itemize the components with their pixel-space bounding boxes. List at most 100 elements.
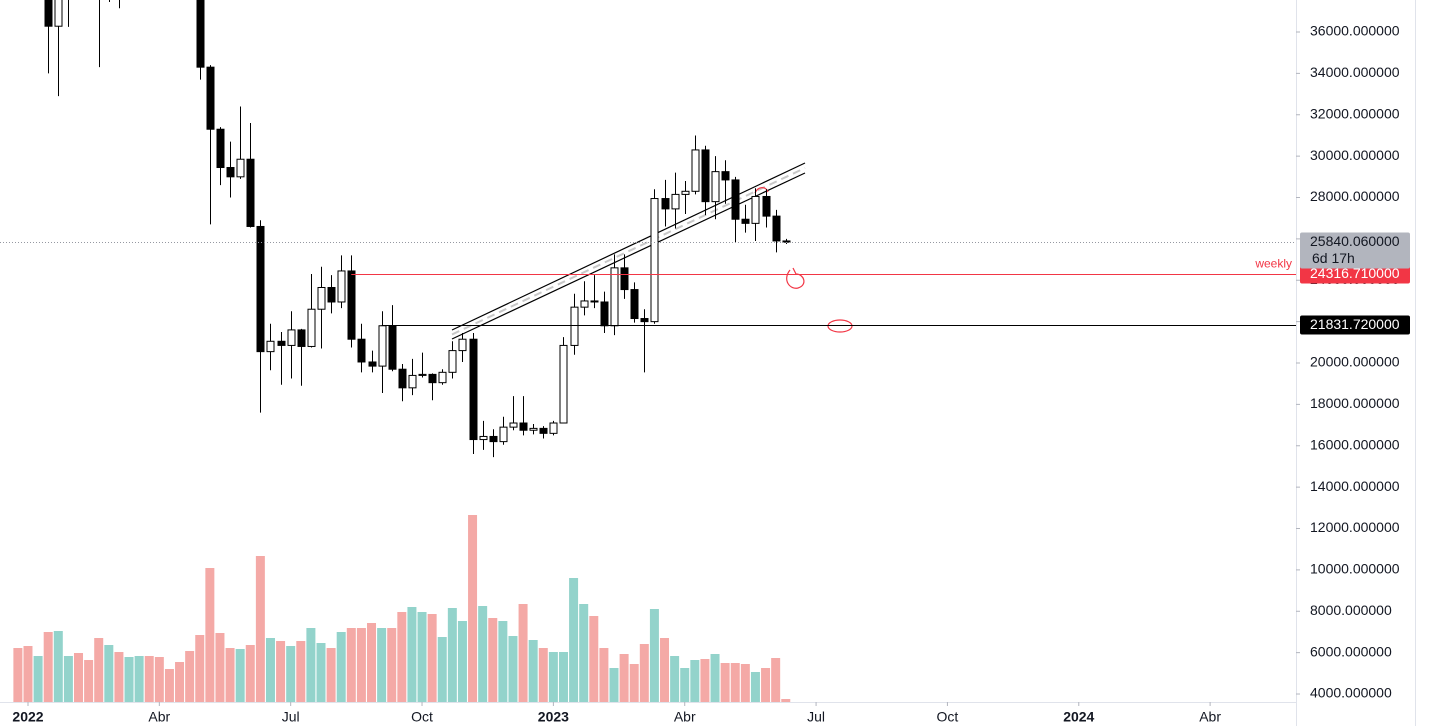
volume-bar: [33, 656, 43, 702]
candle-body: [772, 215, 781, 242]
candle-body: [206, 66, 215, 130]
volume-bar: [690, 660, 700, 702]
candle-body: [711, 171, 720, 203]
volume-bar: [740, 664, 750, 702]
candle-body: [378, 325, 387, 367]
candle-body: [398, 368, 407, 389]
volume-bar: [114, 652, 124, 702]
last-price-label: 25840.060000: [1310, 233, 1400, 249]
volume-bar: [447, 608, 457, 702]
volume-bar: [23, 646, 33, 702]
volume-bar: [356, 628, 366, 702]
y-tick-label: 12000.000000: [1310, 519, 1400, 535]
candle-body: [559, 344, 568, 424]
trend-channel: [451, 162, 806, 340]
volume-bar: [195, 635, 205, 702]
volume-bar: [235, 649, 245, 702]
candle-body: [368, 361, 377, 367]
volume-bar: [508, 636, 518, 702]
candle-body: [347, 270, 356, 340]
candle-body: [469, 338, 478, 441]
volume-bar: [619, 654, 629, 702]
volume-bar: [74, 653, 84, 702]
candle-body: [287, 329, 296, 346]
volume-bar: [265, 638, 275, 702]
volume-bar: [215, 633, 225, 702]
last-price-box: [1300, 232, 1410, 269]
candle-body: [226, 167, 235, 178]
volume-bar: [255, 556, 265, 702]
volume-bar: [609, 668, 619, 702]
volume-bar: [124, 657, 134, 702]
candle-body: [297, 329, 306, 347]
volume-bar: [639, 644, 649, 702]
x-tick-label: Jul: [282, 709, 300, 725]
candle-body: [701, 149, 710, 203]
y-tick-label: 10000.000000: [1310, 561, 1400, 577]
volume-bar: [336, 632, 346, 702]
volume-bar: [397, 612, 407, 702]
volume-bar: [771, 658, 781, 702]
volume-bar: [84, 660, 94, 702]
candle-body: [246, 158, 255, 227]
candle-body: [519, 422, 528, 431]
x-tick-label: 2023: [538, 709, 569, 725]
price-label: 21831.720000: [1310, 316, 1400, 332]
candle-body: [54, 0, 63, 27]
volume-bar: [720, 663, 730, 702]
y-tick-label: 18000.000000: [1310, 395, 1400, 411]
y-tick-label: 20000.000000: [1310, 354, 1400, 370]
volume-bar: [13, 648, 23, 702]
volume-bar: [670, 656, 680, 702]
volume-bar: [225, 648, 235, 702]
candle-body: [256, 225, 265, 353]
candle-body: [741, 218, 750, 224]
volume-bar: [276, 641, 286, 702]
y-tick-label: 34000.000000: [1310, 64, 1400, 80]
candle-body: [620, 267, 629, 291]
volume-bar: [185, 651, 195, 702]
volume-bar: [518, 604, 528, 702]
volume-bar: [154, 657, 164, 702]
volume-bar: [761, 668, 771, 702]
y-tick-label: 16000.000000: [1310, 436, 1400, 452]
x-tick-label: Abr: [674, 709, 696, 725]
volume-bar: [528, 640, 538, 702]
candle-body: [448, 350, 457, 373]
volume-bar: [316, 643, 326, 702]
volume-bar: [498, 621, 508, 702]
candle-body: [317, 286, 326, 310]
y-tick-label: 32000.000000: [1310, 105, 1400, 121]
candle-body: [418, 373, 427, 376]
candle-body: [691, 149, 700, 192]
volume-bar: [437, 637, 447, 702]
price-label-box: [1300, 264, 1410, 284]
y-tick-label: 6000.000000: [1310, 643, 1392, 659]
candle-body: [580, 300, 589, 308]
x-tick-label: Abr: [148, 709, 170, 725]
x-tick-label: Oct: [411, 709, 433, 725]
line-text: weekly: [1254, 257, 1292, 271]
volume-bar: [346, 628, 356, 702]
volume-bar: [558, 652, 568, 702]
volume-bar: [730, 663, 740, 702]
volume-bar: [488, 618, 498, 702]
volume-bar: [164, 669, 174, 702]
volume-bar: [326, 648, 336, 702]
volume-bar: [579, 604, 589, 702]
volume-bar: [548, 652, 558, 702]
candle-body: [489, 435, 498, 443]
y-tick-label: 8000.000000: [1310, 602, 1392, 618]
volume-bar: [296, 641, 306, 702]
countdown-label: 6d 17h: [1312, 250, 1355, 266]
volume-bar: [144, 656, 154, 702]
volume-bar: [377, 628, 387, 702]
volume-bar: [750, 672, 760, 702]
volume-bar: [245, 645, 255, 702]
candle-body: [388, 325, 397, 370]
candle-body: [630, 289, 639, 320]
volume-bar: [94, 638, 104, 702]
volume-bar: [387, 628, 397, 702]
x-tick-label: Abr: [1199, 709, 1221, 725]
